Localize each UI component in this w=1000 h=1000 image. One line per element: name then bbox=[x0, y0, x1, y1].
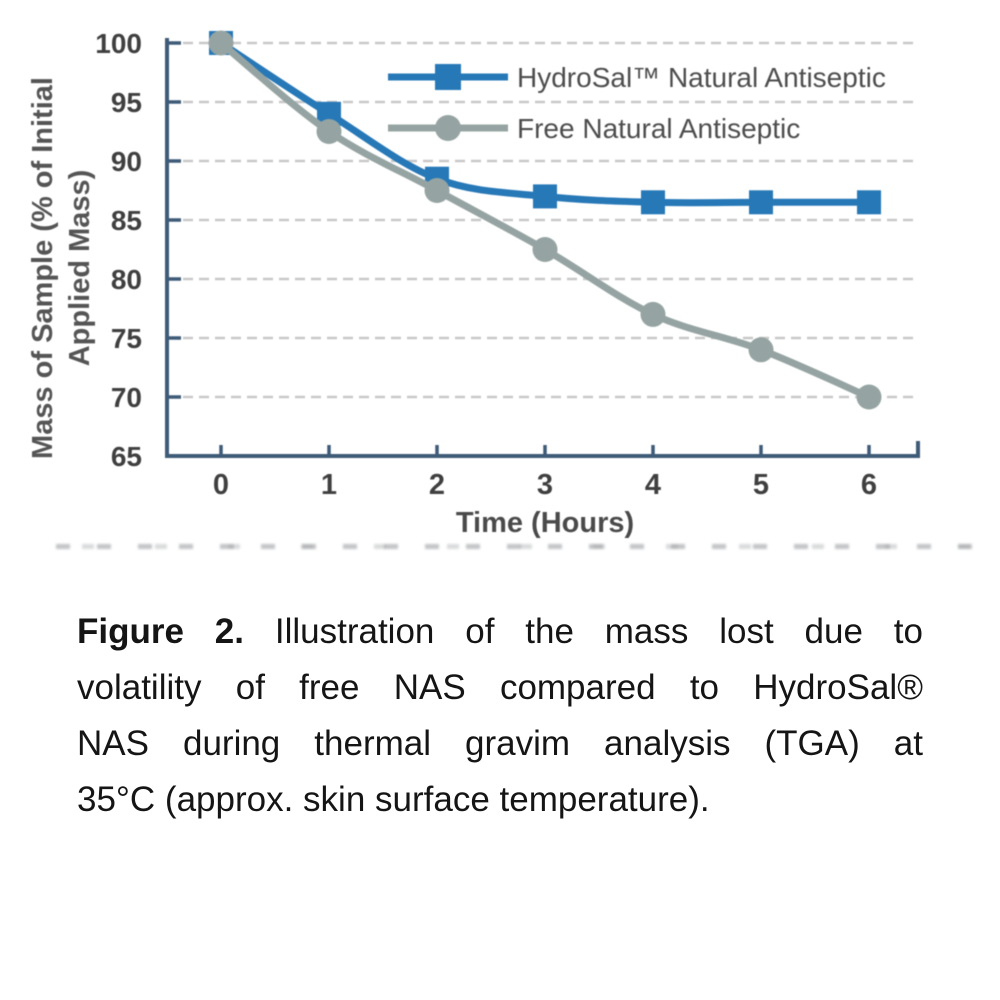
series-1-marker bbox=[532, 237, 558, 262]
y-axis-title-line1: Mass of Sample (% of Initial bbox=[27, 77, 59, 459]
series-1-marker bbox=[748, 337, 774, 363]
figure-label: Figure 2. bbox=[77, 612, 244, 651]
series-0-marker bbox=[857, 190, 881, 215]
x-tick-label: 5 bbox=[753, 469, 769, 501]
cropped-text-remnant bbox=[56, 544, 992, 549]
x-axis-title: Time (Hours) bbox=[456, 507, 634, 539]
y-tick-label: 65 bbox=[111, 441, 142, 472]
caption-line-3: NAS during thermal gravim analysis (TGA)… bbox=[77, 724, 923, 763]
mass-loss-line-chart: 100 95 90 85 80 75 70 65 0 1 2 3 4 5 6 Time (Hours) Mass… bbox=[27, 28, 920, 539]
legend-1-marker bbox=[435, 115, 461, 141]
legend-1-label: Free Natural Antiseptic bbox=[517, 113, 800, 144]
x-tick-label: 6 bbox=[861, 469, 877, 501]
chart-area: 100 95 90 85 80 75 70 65 0 1 2 3 4 5 6 Time (Hours) Mass… bbox=[27, 28, 920, 539]
x-tick-label: 2 bbox=[429, 469, 445, 501]
caption-line-1: Figure 2. Illustration of the mass lost … bbox=[77, 604, 923, 660]
y-axis-title-line2: Applied Mass) bbox=[64, 170, 96, 367]
series-1-marker bbox=[640, 301, 666, 327]
series-1-marker bbox=[424, 178, 450, 203]
caption-line-2: volatility of free NAS compared to Hydro… bbox=[77, 668, 923, 707]
x-tick-label: 1 bbox=[321, 469, 337, 501]
series-1-marker bbox=[316, 119, 342, 144]
series-1-marker bbox=[208, 30, 234, 56]
legend-0-marker bbox=[435, 64, 461, 90]
series-0-marker bbox=[641, 190, 665, 215]
y-tick-label: 90 bbox=[111, 146, 142, 177]
x-tick-label: 0 bbox=[213, 469, 229, 501]
y-tick-label: 95 bbox=[111, 87, 142, 118]
series-0-marker bbox=[533, 184, 557, 209]
series-1-marker bbox=[856, 384, 882, 410]
x-tick-label: 4 bbox=[645, 469, 661, 501]
caption-line-1-text: Illustration of the mass lost due to bbox=[274, 612, 923, 651]
y-tick-label: 85 bbox=[111, 205, 142, 236]
y-tick-label: 75 bbox=[111, 323, 142, 354]
y-tick-label: 70 bbox=[111, 382, 142, 413]
y-tick-label: 100 bbox=[95, 28, 142, 59]
y-tick-label: 80 bbox=[111, 264, 142, 295]
caption-line-4: 35°C (approx. skin surface temperature). bbox=[77, 780, 710, 819]
x-tick-label: 3 bbox=[537, 469, 553, 501]
figure-caption: Figure 2. Illustration of the mass lost … bbox=[77, 604, 923, 828]
series-0-marker bbox=[749, 190, 773, 215]
legend-0-label: HydroSal™ Natural Antiseptic bbox=[517, 62, 886, 93]
